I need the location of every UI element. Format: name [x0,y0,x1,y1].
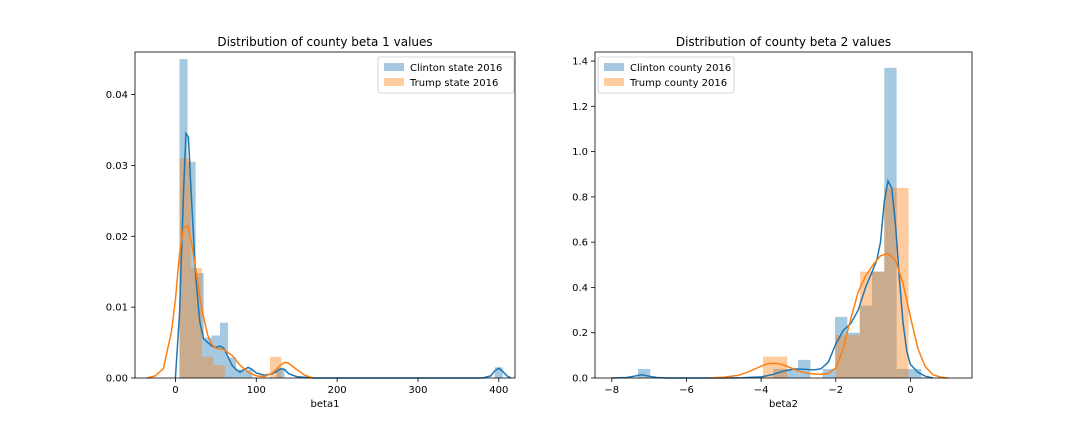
histogram-bar [270,356,282,378]
histogram-bar [859,305,872,378]
legend: Clinton state 2016 Trump state 2016 [377,56,515,94]
histogram-bar [179,59,188,379]
legend: Clinton county 2016 Trump county 2016 [597,56,735,94]
histogram-bar [762,356,788,378]
y-tick-label: 0.0 [572,374,588,385]
y-tick-label: 0.02 [106,232,128,243]
histogram-bar [860,271,885,378]
histogram-bar [276,368,285,378]
legend-entry-label: Trump state 2016 [409,78,498,89]
histogram-bar [227,357,237,378]
legend-swatch [604,63,624,71]
x-tick-label: 400 [489,385,508,396]
kde-line-series-1 [146,224,314,379]
chart-title: Distribution of county beta 2 values [676,35,891,49]
histogram-bar [213,365,225,378]
histogram-bar [847,332,860,378]
legend-swatch [384,78,404,86]
legend-box [597,56,735,94]
x-tick-label: 100 [247,385,266,396]
y-tick-label: 0.00 [106,374,128,385]
x-tick-label: 0 [907,385,913,396]
y-tick-label: 0.04 [106,90,128,101]
x-tick-label: −2 [828,385,843,396]
histogram-bar [179,158,191,378]
y-tick-label: 0.01 [106,303,128,314]
x-tick-label: 0 [172,385,178,396]
histogram-bar [203,337,212,378]
histogram-bar [884,187,909,378]
legend-entry-label: Clinton county 2016 [630,63,731,74]
x-axis-label: beta2 [769,399,798,410]
x-tick-label: −4 [754,385,769,396]
y-tick-label: 0.6 [572,238,588,249]
y-tick-label: 0.4 [572,283,588,294]
histogram-bar [884,67,897,378]
y-tick-label: 1.0 [572,147,588,158]
y-tick-label: 0.03 [106,161,128,172]
histogram-bar [236,369,245,378]
histogram-bar [773,368,786,378]
x-tick-label: −6 [679,385,694,396]
histogram-bar [211,335,220,378]
histogram-bar [871,271,885,378]
legend-box [377,56,515,94]
histogram-bar [896,368,909,378]
chart-panel-beta1: 0 100 200 300 400 0.00 0.01 0.02 0.03 0.04 Distrib… [106,35,516,410]
histogram-bar [187,161,196,378]
histogram-bar [190,268,203,378]
kde-line-series-1 [708,252,948,379]
legend-swatch [604,78,624,86]
histogram-bar [908,368,922,378]
axes-frame [134,51,516,379]
y-tick-label: 1.2 [572,102,588,113]
y-tick-label: 0.8 [572,192,588,203]
legend-entry-label: Trump county 2016 [629,78,727,89]
y-tick-label: 0.2 [572,328,588,339]
histogram-bar [637,368,651,378]
x-axis-label: beta1 [311,399,340,410]
histogram-bar [244,369,253,378]
legend-swatch [384,63,404,71]
histogram-bar [494,367,503,378]
x-tick-label: 200 [328,385,347,396]
histogram-bar [202,356,214,378]
axes-frame [594,51,973,379]
chart-panel-beta2: −8 −6 −4 −2 0 0.0 0.2 0.4 0.6 0.8 1.0 1.2 1.4 Distrib… [572,35,973,410]
x-tick-label: 300 [408,385,427,396]
chart-title: Distribution of county beta 1 values [217,35,432,49]
x-tick-label: −8 [604,385,619,396]
y-tick-label: 1.4 [572,57,588,68]
histogram-bar [195,273,204,378]
histogram-bar [785,368,799,378]
legend-entry-label: Clinton state 2016 [410,63,502,74]
